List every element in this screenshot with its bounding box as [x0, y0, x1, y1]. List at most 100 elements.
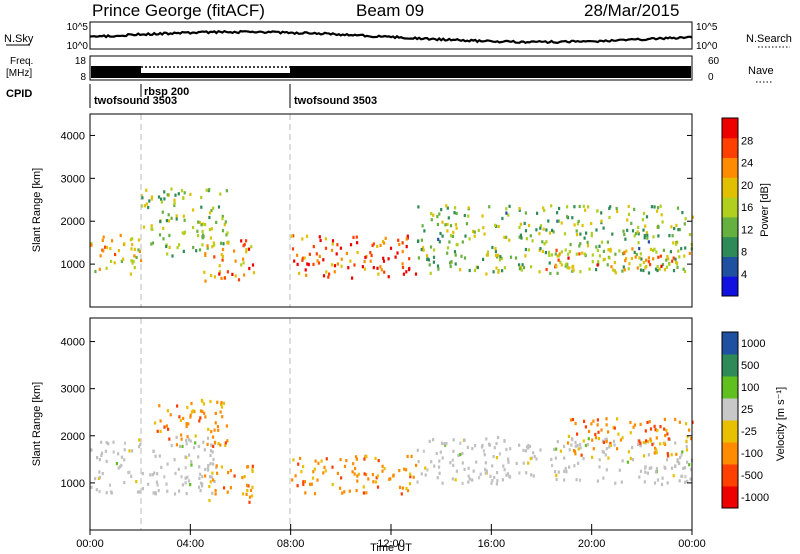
- echo-cell: [170, 444, 173, 448]
- echo-cell: [672, 269, 676, 273]
- echo-cell: [251, 464, 254, 468]
- echo-cell: [606, 240, 609, 244]
- echo-cell: [656, 429, 659, 433]
- echo-cell: [213, 440, 217, 444]
- echo-cell: [574, 444, 577, 448]
- echo-cell: [201, 475, 204, 479]
- echo-cell: [557, 219, 560, 223]
- echo-cell: [396, 251, 399, 255]
- echo-cell: [468, 237, 471, 241]
- echo-cell: [473, 268, 477, 273]
- echo-cell: [557, 258, 560, 262]
- nave-tick-bottom: 0: [708, 72, 714, 83]
- echo-cell: [312, 245, 315, 249]
- echo-cell: [372, 242, 375, 246]
- echo-cell: [177, 467, 180, 471]
- echo-cell: [100, 453, 103, 458]
- echo-cell: [507, 457, 510, 461]
- echo-cell: [223, 486, 226, 490]
- echo-cell: [174, 471, 177, 475]
- echo-cell: [213, 243, 216, 247]
- echo-cell: [224, 443, 227, 447]
- echo-cell: [480, 445, 484, 449]
- echo-cell: [545, 267, 548, 272]
- echo-cell: [647, 256, 650, 260]
- echo-cell: [685, 422, 688, 426]
- colorbar-tick-label: 4: [741, 269, 747, 281]
- echo-cell: [150, 242, 153, 246]
- echo-cell: [179, 418, 182, 422]
- echo-cell: [665, 258, 668, 262]
- echo-cell: [90, 243, 93, 247]
- echo-cell: [639, 469, 643, 473]
- echo-cell: [635, 253, 638, 257]
- echo-cell: [187, 422, 190, 426]
- echo-cell: [549, 271, 552, 276]
- echo-cell: [602, 440, 606, 444]
- echo-cell: [553, 447, 556, 451]
- echo-cell: [626, 228, 629, 232]
- echo-cell: [160, 197, 163, 201]
- echo-cell: [653, 205, 656, 209]
- echo-cell: [598, 465, 601, 469]
- echo-cell: [219, 410, 222, 414]
- echo-cell: [432, 255, 436, 259]
- echo-cell: [167, 219, 171, 223]
- echo-cell: [446, 222, 449, 226]
- echo-cell: [478, 476, 481, 480]
- echo-cell: [421, 246, 425, 250]
- echo-cell: [356, 241, 359, 245]
- echo-cell: [427, 258, 430, 262]
- echo-cell: [233, 474, 236, 478]
- echo-cell: [147, 482, 150, 486]
- echo-cell: [578, 252, 581, 256]
- echo-cell: [555, 248, 558, 252]
- echo-cell: [201, 482, 204, 486]
- echo-cell: [563, 478, 566, 482]
- echo-cell: [355, 457, 358, 461]
- echo-cell: [157, 489, 160, 493]
- echo-cell: [524, 254, 527, 258]
- echo-cell: [455, 226, 458, 230]
- echo-cell: [96, 456, 99, 460]
- echo-cell: [535, 457, 538, 461]
- echo-cell: [403, 467, 406, 471]
- echo-cell: [642, 440, 645, 445]
- echo-cell: [528, 223, 531, 228]
- echo-cell: [536, 211, 539, 215]
- echo-cell: [166, 489, 169, 493]
- echo-cell: [362, 485, 365, 489]
- echo-cell: [317, 461, 320, 465]
- echo-cell: [184, 481, 187, 485]
- echo-cell: [505, 211, 508, 215]
- echo-cell: [352, 235, 355, 239]
- echo-cell: [664, 466, 667, 470]
- echo-cell: [660, 482, 664, 486]
- echo-cell: [207, 427, 210, 431]
- echo-cell: [322, 274, 326, 278]
- echo-cell: [449, 234, 453, 238]
- echo-cell: [572, 268, 575, 272]
- echo-cell: [595, 245, 598, 249]
- echo-cell: [176, 246, 179, 250]
- echo-cell: [450, 260, 453, 264]
- echo-cell: [583, 419, 586, 423]
- echo-cell: [95, 488, 98, 492]
- echo-cell: [152, 491, 155, 495]
- echo-cell: [177, 192, 180, 196]
- echo-cell: [605, 437, 608, 441]
- echo-cell: [508, 204, 511, 208]
- nsky-line: [89, 29, 693, 45]
- echo-cell: [170, 216, 173, 220]
- echo-cell: [421, 224, 424, 228]
- echo-cell: [324, 237, 327, 241]
- echo-cell: [204, 253, 207, 257]
- echo-cell: [349, 243, 353, 247]
- echo-cell: [441, 456, 444, 460]
- echo-cell: [182, 196, 185, 200]
- echo-cell: [618, 249, 621, 253]
- freq-unit: [MHz]: [6, 68, 32, 79]
- freq-tick-top: 18: [75, 56, 87, 67]
- echo-cell: [438, 212, 441, 216]
- freq-label: Freq.: [10, 56, 33, 67]
